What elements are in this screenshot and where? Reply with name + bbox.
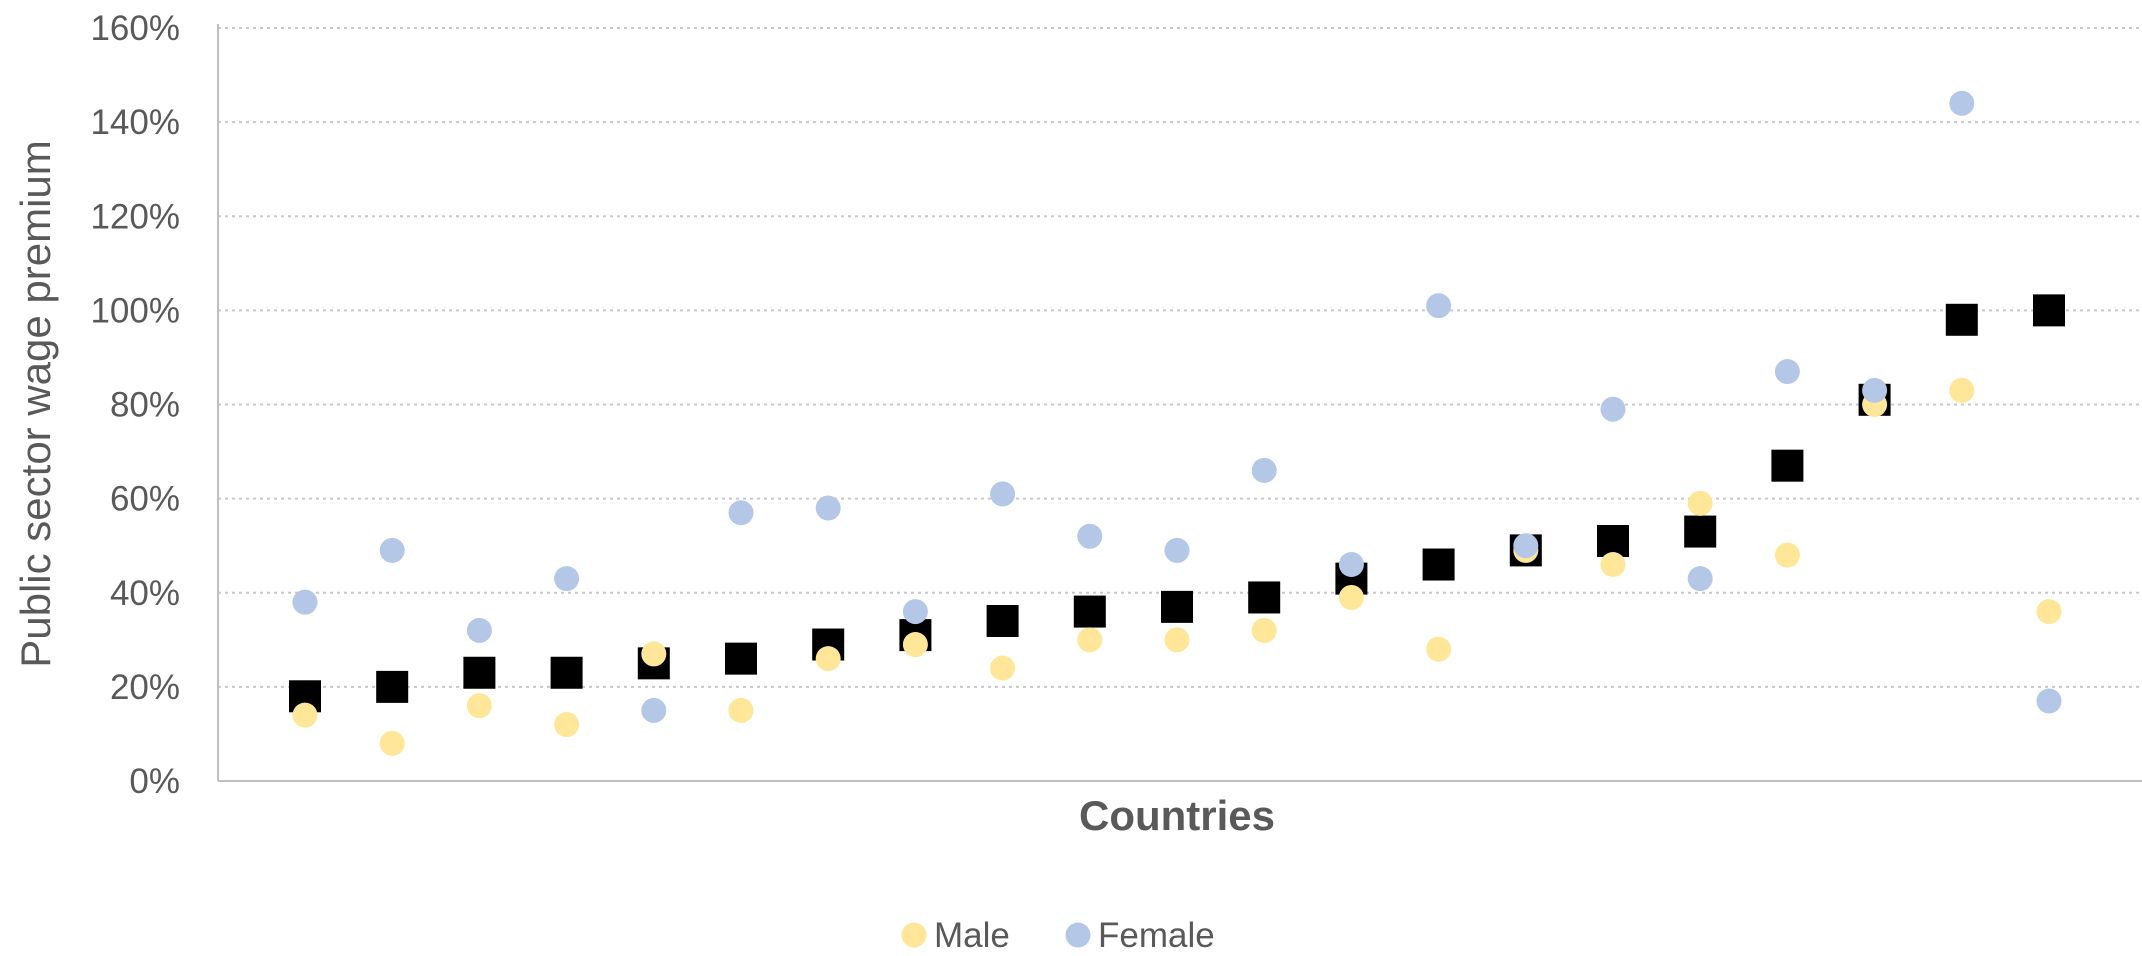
circle-point-female: [728, 500, 754, 526]
circle-point-female: [1251, 457, 1277, 483]
circle-point-male: [554, 712, 580, 738]
circle-point-male: [1774, 542, 1800, 568]
circle-point-male: [1687, 490, 1713, 516]
y-tick-label: 40%: [110, 574, 180, 613]
series-overall: [289, 294, 2065, 713]
circle-point-male: [1164, 627, 1190, 653]
series-female: [292, 90, 2062, 723]
square-point: [1248, 581, 1281, 614]
y-tick-label: 60%: [110, 480, 180, 519]
square-point: [550, 656, 583, 689]
y-tick-label: 20%: [110, 668, 180, 707]
y-tick-label: 0%: [129, 762, 180, 801]
square-point: [1161, 590, 1193, 623]
square-point: [376, 670, 409, 703]
square-point: [1422, 548, 1455, 581]
circle-point-male: [1077, 627, 1103, 653]
circle-point-female: [1687, 566, 1713, 592]
circle-point-male: [1949, 377, 1975, 403]
circle-point-female: [2036, 688, 2062, 714]
circle-point-male: [379, 730, 405, 756]
y-tick-label: 80%: [110, 386, 180, 425]
circle-point-male: [728, 697, 754, 723]
y-axis-title: Public sector wage premium: [12, 140, 59, 668]
circle-point-female: [641, 697, 667, 723]
circle-point-female: [292, 589, 318, 615]
circle-point-female: [379, 537, 405, 563]
circle-point-female: [1862, 377, 1888, 403]
square-point: [1684, 515, 1717, 548]
legend: Male Female: [901, 916, 1215, 955]
x-axis-title: Countries: [1079, 792, 1275, 839]
legend-marker-female: [1065, 922, 1091, 948]
circle-point-male: [1426, 636, 1452, 662]
square-point: [2033, 294, 2065, 327]
y-tick-label: 160%: [90, 9, 180, 48]
circle-point-male: [990, 655, 1016, 681]
circle-point-male: [815, 646, 841, 672]
circle-point-male: [1600, 552, 1626, 578]
data-points: [289, 90, 2065, 756]
circle-point-male: [2036, 599, 2062, 625]
circle-point-male: [466, 693, 492, 719]
square-point: [1073, 595, 1106, 628]
square-point: [463, 656, 496, 689]
circle-point-male: [641, 641, 667, 667]
circle-point-female: [1949, 90, 1975, 116]
legend-marker-male: [901, 922, 927, 948]
square-point: [1945, 303, 1978, 336]
circle-point-male: [902, 632, 928, 658]
square-point: [986, 604, 1019, 637]
y-axis-tick-labels: 0% 20% 40% 60% 80% 100% 120% 140% 160%: [90, 9, 180, 801]
legend-label-male: Male: [934, 916, 1010, 955]
circle-point-female: [1077, 523, 1103, 549]
circle-point-male: [292, 702, 318, 728]
circle-point-female: [466, 617, 492, 643]
square-point: [1771, 449, 1804, 482]
legend-label-female: Female: [1098, 916, 1215, 955]
y-tick-label: 100%: [90, 291, 180, 330]
y-tick-label: 140%: [90, 103, 180, 142]
circle-point-female: [990, 481, 1016, 507]
square-point: [1597, 524, 1629, 557]
series-male: [292, 377, 2062, 756]
circle-point-male: [1251, 617, 1277, 643]
circle-point-female: [1338, 552, 1364, 578]
y-tick-label: 120%: [90, 197, 180, 236]
circle-point-female: [1426, 293, 1452, 319]
circle-point-female: [902, 599, 928, 625]
circle-point-female: [1164, 537, 1190, 563]
circle-point-female: [1774, 359, 1800, 385]
square-point: [725, 642, 757, 675]
circle-point-female: [554, 566, 580, 592]
gridlines: [218, 27, 2142, 688]
circle-point-female: [1513, 533, 1539, 559]
circle-point-male: [1338, 584, 1364, 610]
circle-point-female: [815, 495, 841, 521]
circle-point-female: [1600, 396, 1626, 422]
